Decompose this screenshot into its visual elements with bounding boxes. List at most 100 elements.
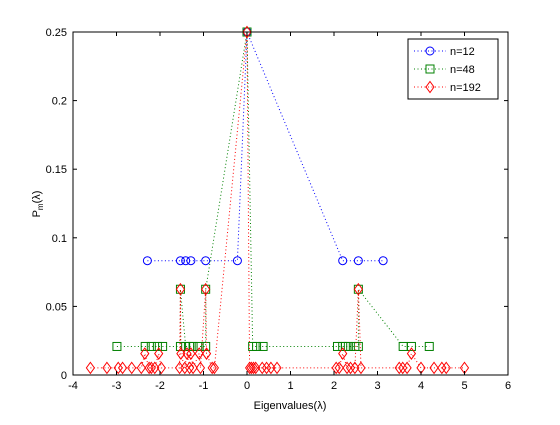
y-tick-label: 0 — [61, 370, 67, 382]
data-point — [424, 341, 434, 351]
data-point — [136, 361, 146, 375]
legend-label: n=12 — [450, 46, 475, 58]
data-point — [356, 361, 366, 375]
data-point — [437, 361, 447, 375]
data-point — [140, 347, 150, 360]
data-point — [248, 361, 259, 375]
x-tick-label: -4 — [68, 380, 78, 392]
data-point — [140, 341, 150, 351]
data-point — [242, 25, 252, 39]
data-point — [146, 361, 156, 375]
x-tick-label: -2 — [155, 380, 165, 392]
y-tick-label: 0.1 — [52, 233, 67, 245]
data-point — [334, 361, 344, 375]
x-tick-label: 1 — [287, 380, 293, 392]
data-point — [186, 256, 196, 266]
legend-box — [407, 38, 499, 100]
data-point — [252, 341, 262, 351]
data-point — [353, 282, 363, 296]
legend-label: n=192 — [450, 82, 481, 94]
series-line — [147, 31, 384, 262]
x-axis-label: Eigenvalues(λ) — [254, 400, 327, 412]
ticks-layer: -4 -3 -2 -1 0 1 2 3 4 5 6 0 0.05 0.1 0.15 0.2 0.25 — [46, 27, 511, 392]
data-point — [209, 361, 219, 375]
data-point — [350, 361, 360, 375]
data-point — [175, 282, 186, 296]
data-point — [112, 341, 122, 351]
data-point — [394, 361, 404, 375]
data-point — [246, 361, 256, 375]
data-point — [85, 361, 96, 375]
data-point — [201, 282, 211, 296]
data-point — [266, 361, 276, 375]
x-tick-label: 6 — [505, 380, 511, 392]
legend: n=12 n=48 n=192 — [407, 38, 499, 100]
data-point — [261, 361, 272, 375]
y-axis-label: Pm(λ) — [31, 191, 45, 218]
data-point — [117, 361, 128, 375]
data-point — [175, 256, 185, 266]
data-point — [429, 361, 439, 375]
data-point — [398, 361, 408, 375]
data-point — [272, 361, 282, 375]
data-point — [378, 256, 388, 266]
x-tick-label: 2 — [331, 380, 337, 392]
data-point — [251, 361, 261, 375]
data-point — [232, 256, 242, 266]
data-point — [201, 341, 211, 351]
y-tick-label: 0.15 — [46, 164, 67, 176]
data-point — [156, 361, 166, 375]
data-point — [201, 347, 212, 360]
y-tick-label: 0.25 — [46, 27, 67, 39]
legend-marker — [425, 64, 435, 74]
data-point — [257, 361, 267, 375]
data-point — [195, 361, 206, 375]
x-tick-label: 4 — [418, 380, 424, 392]
x-tick-label: 3 — [374, 380, 380, 392]
data-point — [441, 361, 451, 375]
x-tick-label: -3 — [112, 380, 122, 392]
data-point — [406, 347, 417, 360]
data-point — [102, 361, 112, 375]
data-point — [338, 347, 348, 360]
y-axis-label-main: P — [31, 210, 43, 217]
data-point — [244, 361, 255, 375]
x-tick-label: -1 — [199, 380, 209, 392]
y-tick-label: 0.2 — [52, 96, 67, 108]
data-point — [127, 361, 137, 375]
data-point — [402, 361, 412, 375]
legend-label: n=48 — [450, 64, 475, 76]
data-point — [331, 361, 341, 375]
data-point — [158, 341, 168, 351]
series-diamond — [85, 25, 470, 375]
data-point — [146, 341, 156, 351]
data-point — [345, 361, 356, 375]
data-point — [194, 341, 204, 351]
data-point — [406, 341, 416, 351]
data-point — [113, 361, 123, 375]
data-point — [154, 347, 164, 360]
x-tick-label: 0 — [244, 380, 250, 392]
data-point — [353, 341, 363, 351]
data-point — [176, 347, 186, 360]
data-point — [142, 256, 152, 266]
data-point — [338, 256, 348, 266]
y-axis-label-rest: (λ) — [31, 191, 43, 204]
legend-marker — [425, 46, 435, 56]
y-tick-label: 0.05 — [46, 301, 67, 313]
data-point — [188, 361, 198, 375]
data-point — [207, 361, 217, 375]
data-point — [201, 256, 211, 266]
x-tick-label: 5 — [461, 380, 467, 392]
legend-marker — [425, 80, 435, 94]
y-axis-label-sub: m — [36, 203, 45, 210]
data-point — [258, 341, 268, 351]
data-point — [194, 347, 204, 360]
data-point — [182, 347, 192, 360]
series-line — [116, 31, 430, 347]
data-point — [342, 361, 352, 375]
data-point — [184, 361, 195, 375]
data-point — [186, 347, 196, 360]
data-point — [343, 341, 353, 351]
